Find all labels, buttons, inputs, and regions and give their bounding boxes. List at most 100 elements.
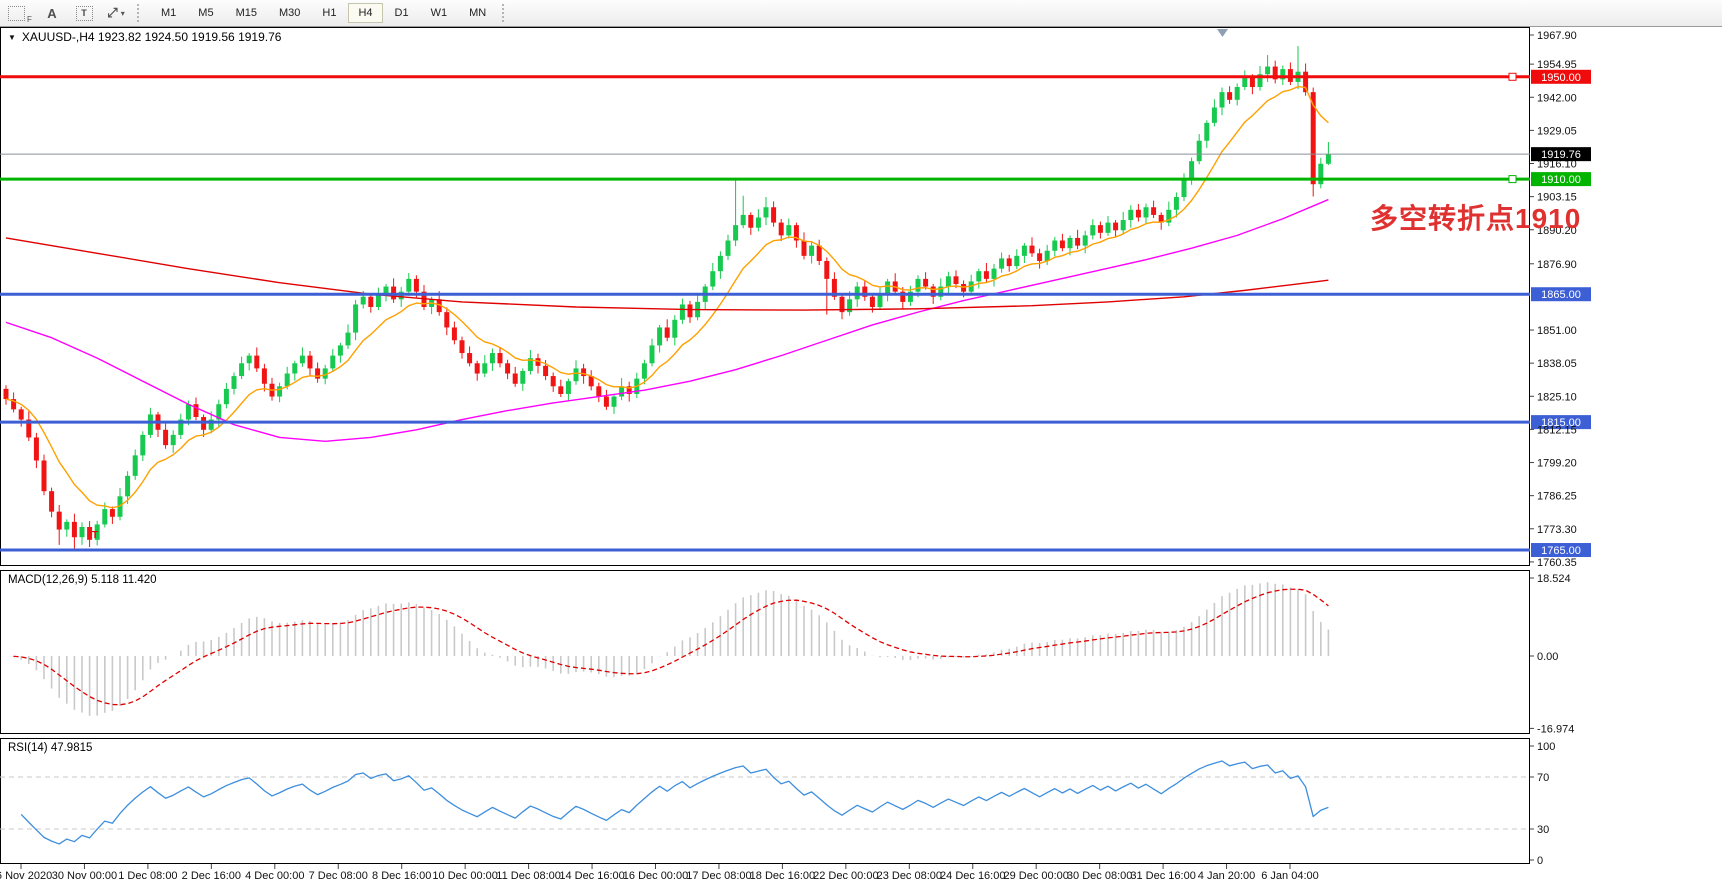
time-axis-label: 30 Dec 08:00 — [1067, 870, 1132, 882]
candle-body — [208, 419, 214, 430]
candle-body — [923, 278, 929, 287]
candle-body — [360, 296, 366, 305]
level-badge-text: 1765.00 — [1541, 545, 1581, 557]
candle-body — [505, 363, 511, 374]
candle-body — [961, 283, 967, 292]
candle-body — [755, 217, 761, 228]
level-badge-1910.00 — [1531, 172, 1591, 187]
candle-body — [26, 419, 32, 438]
arrow-tools-icon-glyph: ⤢ — [107, 5, 118, 20]
timeframe-button-mn[interactable]: MN — [469, 7, 487, 19]
timeframe-button-m30[interactable]: M30 — [278, 7, 301, 19]
candle-body — [1128, 209, 1134, 221]
candle-body — [1219, 92, 1225, 108]
candle-body — [1105, 222, 1111, 233]
candle-body — [467, 353, 473, 364]
candle-body — [239, 363, 245, 377]
candle-body — [345, 332, 351, 346]
candle-body — [748, 214, 754, 228]
timeframe-button-d1[interactable]: D1 — [394, 7, 409, 19]
candle-body — [763, 207, 769, 218]
candle-body — [1029, 245, 1035, 254]
timeframe-button-m5[interactable]: M5 — [198, 7, 214, 19]
candle-body — [383, 286, 389, 295]
candle-body — [1037, 253, 1043, 261]
candle-body — [231, 376, 237, 389]
time-axis-label: 10 Dec 00:00 — [432, 870, 497, 882]
text-label-icon[interactable]: A — [38, 1, 66, 25]
candle-body — [489, 353, 495, 364]
symbol-dropdown-icon[interactable]: ▼ — [8, 32, 16, 42]
timeframe-button-m15[interactable]: M15 — [235, 7, 257, 19]
candle-body — [1143, 207, 1149, 218]
timeframe-button-m1[interactable]: M1 — [161, 7, 177, 19]
candle-body — [307, 355, 313, 369]
candle-body — [337, 345, 343, 356]
rsi-tick-label: 70 — [1537, 772, 1549, 784]
candle-body — [847, 299, 853, 313]
level-handle[interactable] — [1508, 175, 1517, 184]
dropdown-caret-icon[interactable]: ▾ — [120, 8, 125, 18]
candle-body — [125, 475, 131, 497]
toolbar-grip[interactable] — [137, 4, 143, 22]
candle-body — [170, 434, 176, 446]
text-object-marker[interactable]: T — [92, 530, 98, 541]
text-label-icon-glyph: A — [47, 5, 57, 21]
candle-body — [603, 396, 609, 407]
candle-body — [223, 388, 229, 405]
candle-body — [1173, 197, 1179, 210]
level-handle[interactable] — [1508, 72, 1517, 81]
candle-body — [1181, 179, 1187, 198]
fibo-retracement-icon[interactable]: F — [6, 1, 34, 25]
time-axis-label: 18 Dec 16:00 — [750, 870, 815, 882]
price-tick-label: 1851.00 — [1537, 325, 1577, 337]
candle-body — [512, 373, 518, 384]
candle-body — [1120, 220, 1126, 231]
candle-body — [406, 278, 412, 292]
candle-body — [824, 260, 830, 279]
candle-body — [132, 455, 138, 476]
candle-body — [163, 429, 169, 446]
toolbar: F A T ⤢ ▾ M1 M5 M15 M30 H1 H4 D1 W1 MN — [0, 0, 1722, 27]
candle-body — [246, 355, 252, 364]
time-axis-label: 31 Dec 16:00 — [1130, 870, 1195, 882]
rsi-indicator-label: RSI(14) 47.9815 — [8, 742, 93, 754]
timeframe-button-h4[interactable]: H4 — [348, 3, 383, 23]
candle-body — [322, 368, 328, 379]
price-tick-label: 1799.20 — [1537, 458, 1577, 470]
level-badge-text: 1950.00 — [1541, 72, 1581, 84]
candle-body — [71, 521, 77, 538]
time-axis-label: 8 Dec 16:00 — [372, 870, 431, 882]
candle-body — [49, 491, 55, 512]
candle-body — [786, 225, 792, 236]
candle-body — [64, 521, 70, 530]
candle-body — [793, 225, 799, 241]
timeframe-button-h1[interactable]: H1 — [322, 7, 337, 19]
toolbar-grip[interactable] — [502, 4, 508, 22]
candle-body — [657, 327, 663, 346]
candle-body — [482, 363, 488, 374]
macd-tick-label: 18.524 — [1537, 573, 1571, 585]
candle-body — [733, 225, 739, 241]
chart-shift-marker-icon[interactable] — [1217, 29, 1228, 37]
candle-body — [451, 327, 457, 341]
text-tool-icon[interactable]: T — [70, 1, 98, 25]
candle-body — [877, 294, 883, 308]
candle-body — [527, 358, 533, 371]
candle-body — [907, 291, 913, 302]
candle-body — [619, 386, 625, 397]
candle-body — [664, 327, 670, 338]
candle-body — [413, 278, 419, 292]
chart-annotation[interactable]: 多空转折点1910 — [1370, 203, 1582, 234]
candle-body — [672, 319, 678, 338]
level-badge-1765.00 — [1531, 543, 1591, 558]
candle-body — [565, 381, 571, 394]
candle-body — [277, 386, 283, 397]
candle-body — [375, 294, 381, 308]
time-axis-label: 11 Dec 08:00 — [496, 870, 561, 882]
timeframe-button-w1[interactable]: W1 — [430, 7, 448, 19]
panel-frame — [0, 570, 1530, 734]
arrow-tools-icon[interactable]: ⤢ ▾ — [102, 1, 130, 25]
candle-body — [216, 404, 222, 420]
